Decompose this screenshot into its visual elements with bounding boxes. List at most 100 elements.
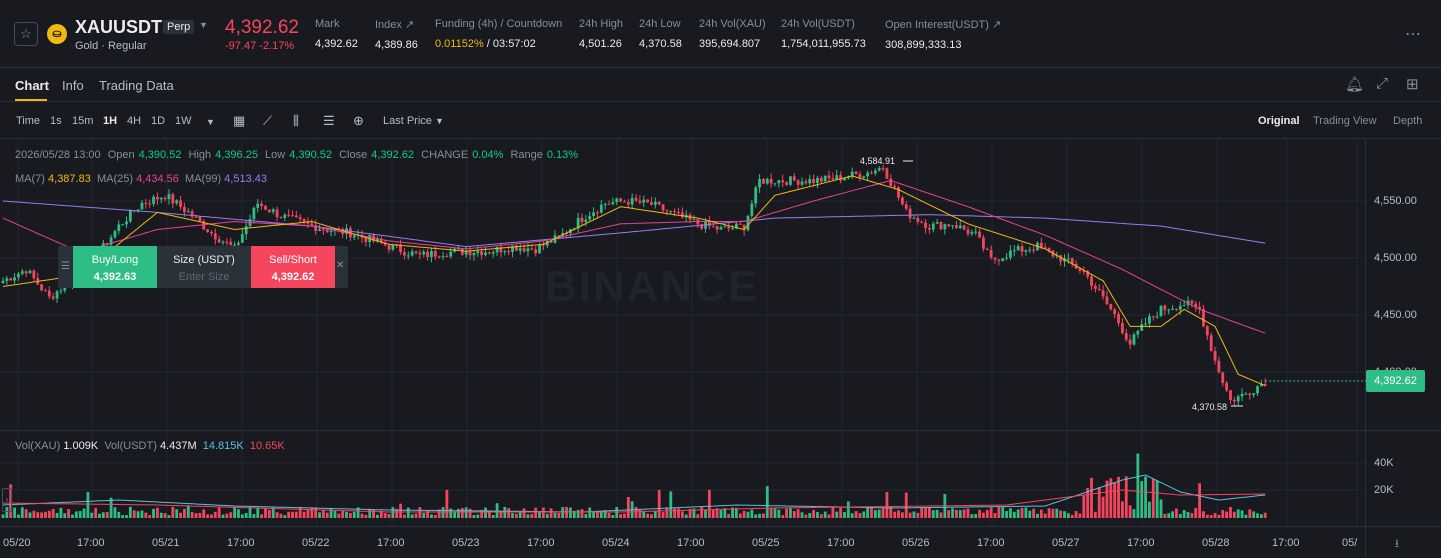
volume-bar (267, 509, 271, 518)
sell-short-button[interactable]: Sell/Short 4,392.62 (251, 246, 335, 288)
interval-15m[interactable]: 15m (72, 115, 94, 127)
candle-body (47, 290, 51, 297)
volume-bar (588, 507, 592, 518)
indicator-icon[interactable]: ⟋ (263, 113, 273, 128)
volume-bar (1159, 499, 1163, 518)
interval-1w[interactable]: 1W (175, 115, 192, 127)
volume-bar (453, 511, 457, 518)
volume-bar (792, 511, 796, 518)
volume-bar (542, 507, 545, 518)
stat-24h-high: 24h High 4,501.26 (579, 18, 623, 50)
volume-bar (32, 510, 36, 518)
settings-sliders-icon[interactable]: ☰ (323, 113, 335, 128)
volume-bar (206, 514, 209, 518)
stat-label: Open Interest(USDT) ↗ (885, 19, 1002, 31)
volume-bar (117, 511, 121, 518)
price-type-select[interactable]: Last Price ▼ (383, 115, 444, 127)
interval-1s[interactable]: 1s (50, 115, 62, 127)
volume-bar (970, 514, 974, 518)
volume-bar (758, 513, 761, 518)
time-label[interactable]: Time (16, 115, 41, 127)
volume-bar (1074, 511, 1078, 518)
volume-bar (634, 506, 638, 518)
volume-bar (750, 509, 754, 518)
fit-axis-icon[interactable]: ⭳ (1395, 538, 1399, 550)
volume-bar (125, 515, 128, 518)
candle-body (700, 224, 704, 229)
symbol-dropdown-icon[interactable]: ▼ (199, 20, 208, 30)
symbol-name[interactable]: XAUUSDT (75, 17, 163, 37)
buy-long-button[interactable]: Buy/Long 4,392.63 (73, 246, 157, 288)
volume-bar (700, 506, 704, 518)
funding-countdown: / 03:57:02 (483, 38, 536, 50)
view-original[interactable]: Original (1258, 115, 1300, 127)
crosshair-icon[interactable]: ⊕ (353, 113, 364, 128)
stat-value: 4,370.58 (639, 38, 682, 50)
candle-body (626, 202, 630, 205)
stat-index[interactable]: Index ↗ 4,389.86 (375, 18, 418, 51)
chart-type-icon[interactable]: ⫼ (293, 113, 299, 128)
interval-4h[interactable]: 4H (127, 115, 142, 127)
candle-body (1209, 335, 1213, 351)
candle-body (376, 238, 379, 242)
view-depth[interactable]: Depth (1393, 115, 1423, 127)
alert-bell-icon[interactable]: 🔔︎ (1345, 76, 1365, 93)
tab-info[interactable]: Info (62, 78, 84, 93)
tab-chart[interactable]: Chart (15, 78, 49, 93)
stat-open-interest[interactable]: Open Interest(USDT) ↗ 308,899,333.13 (885, 18, 1001, 51)
volume-bar (198, 512, 202, 518)
size-input[interactable]: Size (USDT) Enter Size (157, 246, 251, 288)
volume-bar (812, 509, 815, 518)
volume-bar (395, 509, 399, 518)
volume-bar (352, 511, 356, 518)
candle-body (789, 176, 792, 185)
layout-grid-icon[interactable]: ⊞ (1406, 76, 1419, 93)
candle-body (1217, 360, 1221, 373)
volume-bar (71, 514, 74, 518)
interval-dropdown-icon[interactable]: ▼ (206, 117, 215, 127)
volume-bar (955, 509, 958, 518)
interval-1d[interactable]: 1D (151, 115, 166, 127)
candle-body (912, 217, 916, 219)
volume-bar (1032, 508, 1036, 518)
scroll-left-icon[interactable]: › (2, 488, 12, 512)
binance-watermark: BINANCE (545, 262, 760, 311)
candle-body (213, 233, 217, 240)
volume-bar (993, 513, 997, 518)
candle-body (5, 278, 9, 281)
candle-body (580, 217, 584, 222)
volume-bar (283, 515, 287, 518)
favorite-star-icon[interactable]: ☆ (14, 22, 38, 46)
candle-body (399, 245, 402, 253)
candle-body (472, 253, 476, 256)
volume-bar (557, 512, 561, 518)
buy-price: 4,392.63 (93, 271, 137, 283)
volume-bar (989, 507, 993, 518)
interval-1h[interactable]: 1H (103, 115, 118, 127)
volume-bar (823, 511, 827, 518)
tab-trading-data[interactable]: Trading Data (99, 78, 174, 93)
expand-icon[interactable]: ⤢ (1376, 75, 1389, 92)
candle-body (1236, 396, 1240, 402)
candle-body (711, 226, 715, 228)
volume-bar (13, 507, 16, 518)
candle-body (275, 209, 279, 218)
candle-body (970, 232, 974, 234)
close-icon[interactable]: ✕ (336, 260, 345, 271)
chart-tabs: Chart Info Trading Data 🔔︎ ⤢ ⊞ (0, 69, 1441, 102)
candle-body (916, 217, 920, 222)
candle-body (889, 178, 893, 187)
volume-bar (985, 509, 989, 518)
calendar-icon[interactable]: ▦ (233, 113, 246, 128)
volume-bar (128, 506, 132, 518)
time-tick: 17:00 (677, 537, 705, 549)
volume-bar (858, 513, 862, 518)
volume-bar (1124, 476, 1128, 518)
volume-bar (835, 511, 839, 518)
volume-bar (646, 513, 650, 518)
view-trading-view[interactable]: Trading View (1313, 115, 1377, 127)
volume-bar (63, 513, 67, 518)
drag-handle-icon[interactable]: ☰ (61, 261, 70, 272)
more-icon[interactable]: ⋯ (1405, 26, 1422, 43)
candle-body (1202, 308, 1205, 327)
